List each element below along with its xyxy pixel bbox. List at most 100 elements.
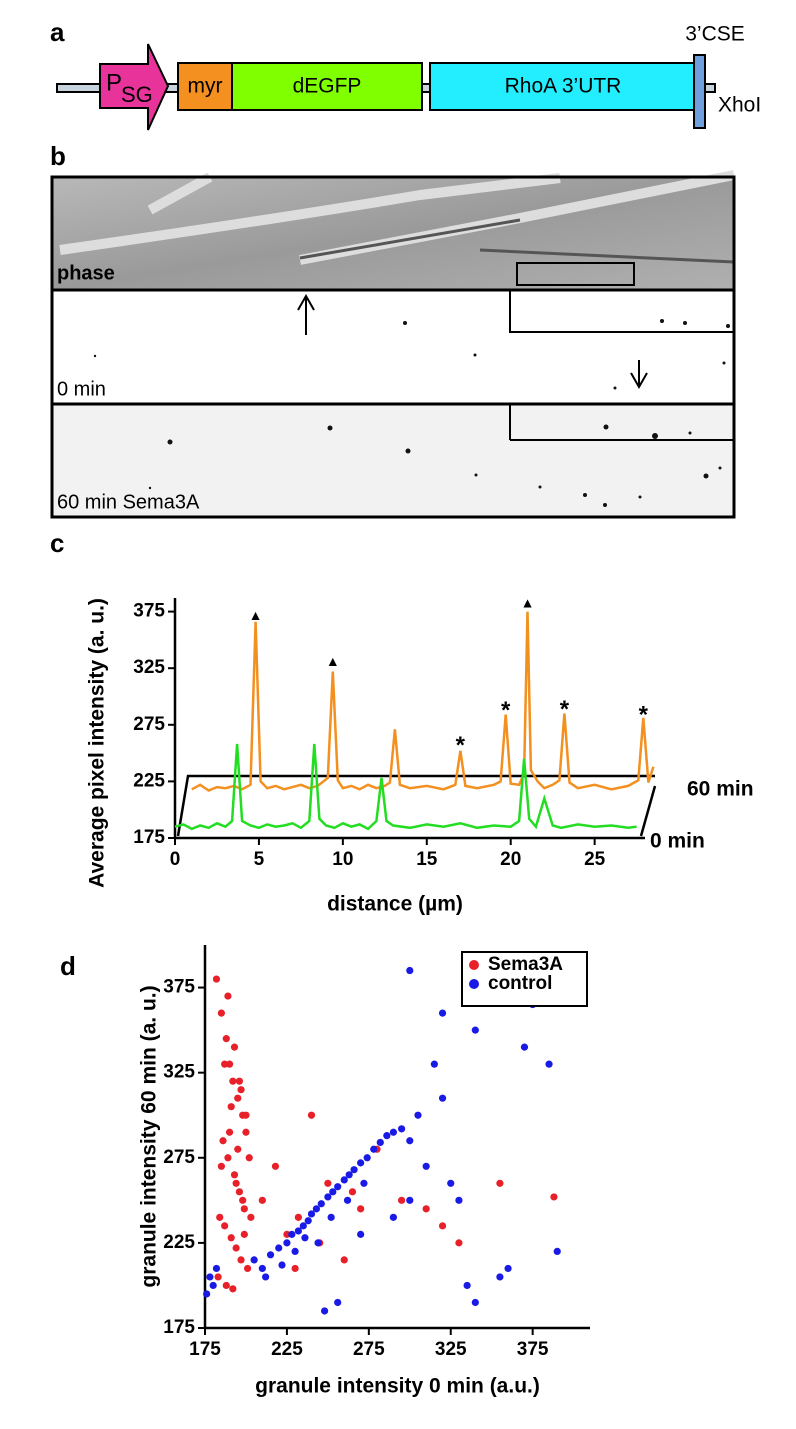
scatter-point [206, 1273, 214, 1281]
y-tick-label: 325 [133, 657, 165, 678]
scatter-point [383, 1132, 391, 1140]
image-label: phase [57, 262, 115, 284]
scatter-point [224, 992, 232, 1000]
series-label: 0 min [650, 830, 705, 853]
scatter-point [299, 1222, 307, 1230]
annotation: * [456, 732, 466, 759]
scatter-point [275, 1244, 283, 1252]
y-tick-label: 225 [163, 1232, 195, 1253]
scatter-point [334, 1298, 342, 1307]
promoter-label: P [106, 69, 122, 96]
y-tick-label: 225 [133, 770, 165, 791]
scatter-point [340, 1176, 348, 1184]
annotation: ▲ [326, 653, 340, 669]
scatter-point [324, 1193, 332, 1201]
scatter-point [397, 1196, 406, 1204]
scatter-point [350, 1166, 358, 1174]
scatter-point [224, 1154, 232, 1162]
y-tick-label: 325 [163, 1062, 195, 1083]
scatter-point [343, 1196, 352, 1204]
x-tick-label: 15 [416, 849, 438, 870]
scatter-point [234, 1145, 242, 1153]
scatter-point [363, 1154, 371, 1162]
scatter-point [221, 1060, 229, 1068]
scatter-point [463, 1281, 471, 1290]
scatter-point [317, 1200, 325, 1208]
scatter-point [471, 1026, 479, 1034]
panel-label: a [50, 17, 65, 47]
cse-bar [693, 54, 706, 129]
series-line [191, 611, 655, 792]
scatter-point [455, 1239, 463, 1247]
scatter-point [307, 1210, 316, 1218]
scatter-point [314, 1239, 322, 1247]
segment-label: myr [188, 75, 223, 98]
scatter-point [553, 1247, 561, 1255]
site-label: XhoI [718, 94, 761, 117]
scatter-point [214, 1273, 222, 1281]
scatter-point [237, 1256, 245, 1264]
x-axis-label: distance (µm) [327, 893, 463, 916]
legend-label: control [488, 973, 552, 994]
scatter-point [216, 1213, 224, 1221]
y-tick-label: 275 [133, 714, 165, 735]
scatter-point [324, 1179, 332, 1187]
annotation: ▲ [521, 594, 535, 610]
scatter-point [239, 1196, 247, 1204]
x-tick-label: 5 [254, 849, 265, 870]
scatter-point [357, 1159, 365, 1167]
scatter-point [227, 1234, 235, 1242]
scatter-point [414, 1111, 422, 1119]
scatter-point [222, 1281, 230, 1290]
y-tick-label: 175 [133, 827, 165, 848]
scatter-point [389, 1213, 398, 1221]
scatter-point [496, 1179, 504, 1187]
scatter-point [520, 1043, 529, 1051]
y-tick-label: 275 [163, 1147, 195, 1168]
image-label: 0 min [57, 378, 106, 400]
x-tick-label: 375 [517, 1339, 549, 1360]
scatter-point [262, 1273, 270, 1281]
annotation: ▲ [249, 607, 263, 623]
scatter-point [455, 1196, 463, 1204]
scatter-point [430, 1060, 438, 1068]
legend-label: Sema3A [488, 954, 563, 975]
scatter-point [232, 1179, 240, 1187]
panel-label: b [50, 141, 66, 171]
scatter-point [266, 1251, 275, 1259]
x-tick-label: 325 [435, 1339, 467, 1360]
scatter-point [234, 1094, 242, 1102]
x-tick-label: 10 [332, 849, 353, 870]
scatter-point [406, 966, 414, 975]
image-0min [52, 290, 734, 404]
scatter-point [389, 1128, 398, 1136]
y-tick-label: 175 [163, 1317, 195, 1338]
element-label: 3’CSE [685, 23, 745, 46]
scatter-point [345, 1171, 353, 1179]
scatter-point [209, 1281, 217, 1290]
scatter-point [278, 1261, 286, 1269]
roi-box [516, 262, 635, 286]
legend-marker [469, 960, 479, 970]
scatter-point [225, 1128, 234, 1136]
myr-box [177, 62, 233, 111]
scatter-point [438, 1222, 447, 1230]
scatter-point [438, 1009, 447, 1017]
scatter-point [271, 1162, 280, 1170]
scatter-point [294, 1213, 302, 1221]
inset-border [509, 290, 734, 441]
y-axis-label: Average pixel intensity (a. u.) [86, 598, 109, 888]
scatter-point [229, 1077, 237, 1085]
x-tick-label: 25 [584, 849, 606, 870]
scatter-point [258, 1264, 266, 1273]
scatter-point [496, 1273, 504, 1281]
scatter-point [222, 1035, 230, 1043]
annotation: * [501, 697, 511, 724]
scatter-point [370, 1145, 378, 1153]
scatter-point [227, 1103, 235, 1111]
scatter-point [235, 1188, 244, 1196]
y-tick-label: 375 [163, 977, 195, 998]
scatter-point [406, 1137, 414, 1145]
scatter-point [360, 1179, 368, 1187]
